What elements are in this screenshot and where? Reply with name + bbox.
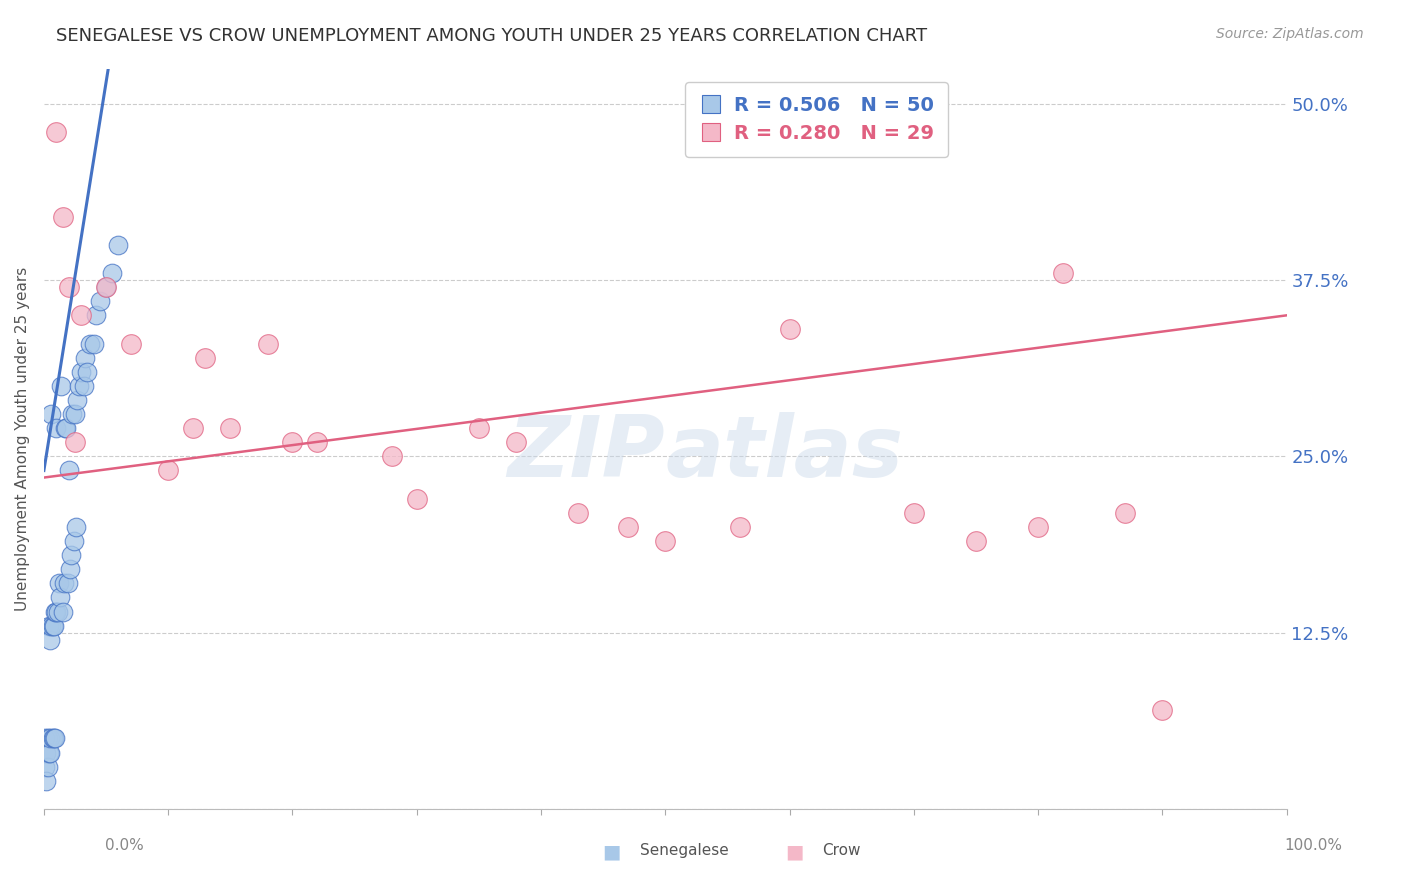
Point: [65, 520, 87, 534]
Point: [1052, 266, 1074, 280]
Point: [48, 576, 70, 591]
Legend: R = 0.506   N = 50, R = 0.280   N = 29: R = 0.506 N = 50, R = 0.280 N = 29: [685, 82, 948, 157]
Point: [79, 336, 101, 351]
Point: [101, 266, 124, 280]
Point: [45, 421, 67, 435]
Point: [44, 605, 66, 619]
Text: Source: ZipAtlas.com: Source: ZipAtlas.com: [1216, 27, 1364, 41]
Y-axis label: Unemployment Among Youth under 25 years: Unemployment Among Youth under 25 years: [15, 267, 30, 611]
Point: [107, 237, 129, 252]
Point: [219, 421, 242, 435]
Point: [405, 491, 427, 506]
Point: [34, 760, 56, 774]
Point: [42, 731, 65, 746]
Point: [903, 506, 925, 520]
Text: SENEGALESE VS CROW UNEMPLOYMENT AMONG YOUTH UNDER 25 YEARS CORRELATION CHART: SENEGALESE VS CROW UNEMPLOYMENT AMONG YO…: [56, 27, 928, 45]
Point: [120, 336, 142, 351]
Point: [37, 731, 59, 746]
Point: [567, 506, 589, 520]
Point: [41, 731, 63, 746]
Point: [45, 605, 67, 619]
Point: [84, 309, 107, 323]
Text: 0.0%: 0.0%: [105, 838, 145, 854]
Point: [94, 280, 117, 294]
Text: ■: ■: [602, 843, 621, 862]
Point: [307, 435, 329, 450]
Point: [181, 421, 204, 435]
Point: [58, 280, 80, 294]
Point: [76, 365, 98, 379]
Point: [34, 731, 56, 746]
Point: [94, 280, 117, 294]
Point: [51, 605, 73, 619]
Point: [728, 520, 751, 534]
Text: ■: ■: [785, 843, 804, 862]
Point: [41, 618, 63, 632]
Point: [194, 351, 217, 365]
Point: [73, 351, 96, 365]
Point: [51, 210, 73, 224]
Point: [58, 463, 80, 477]
Point: [38, 746, 60, 760]
Text: 100.0%: 100.0%: [1285, 838, 1343, 854]
Point: [62, 407, 84, 421]
Point: [70, 309, 93, 323]
Point: [35, 773, 58, 788]
Point: [59, 562, 82, 576]
Point: [381, 450, 404, 464]
Point: [41, 618, 63, 632]
Point: [37, 760, 59, 774]
Text: Senegalese: Senegalese: [640, 843, 728, 858]
Point: [44, 731, 66, 746]
Point: [63, 435, 86, 450]
Point: [45, 125, 67, 139]
Text: ZIP: ZIP: [508, 412, 665, 495]
Point: [56, 576, 79, 591]
Point: [1026, 520, 1049, 534]
Point: [62, 534, 84, 549]
Point: [51, 379, 73, 393]
Point: [654, 534, 676, 549]
Point: [83, 336, 105, 351]
Point: [1152, 703, 1174, 717]
Point: [41, 407, 63, 421]
Point: [965, 534, 987, 549]
Point: [89, 294, 111, 309]
Point: [39, 731, 62, 746]
Point: [55, 421, 77, 435]
Point: [60, 548, 83, 562]
Point: [39, 746, 62, 760]
Point: [67, 379, 90, 393]
Point: [53, 421, 76, 435]
Point: [39, 632, 62, 647]
Point: [505, 435, 527, 450]
Point: [468, 421, 491, 435]
Point: [256, 336, 278, 351]
Point: [281, 435, 304, 450]
Point: [1114, 506, 1136, 520]
Point: [617, 520, 640, 534]
Point: [38, 618, 60, 632]
Point: [779, 322, 801, 336]
Point: [35, 746, 58, 760]
Point: [49, 591, 72, 605]
Point: [70, 365, 93, 379]
Point: [157, 463, 180, 477]
Point: [72, 379, 94, 393]
Text: atlas: atlas: [665, 412, 904, 495]
Point: [63, 407, 86, 421]
Point: [66, 392, 89, 407]
Point: [42, 618, 65, 632]
Text: Crow: Crow: [823, 843, 860, 858]
Point: [46, 605, 69, 619]
Point: [52, 576, 75, 591]
